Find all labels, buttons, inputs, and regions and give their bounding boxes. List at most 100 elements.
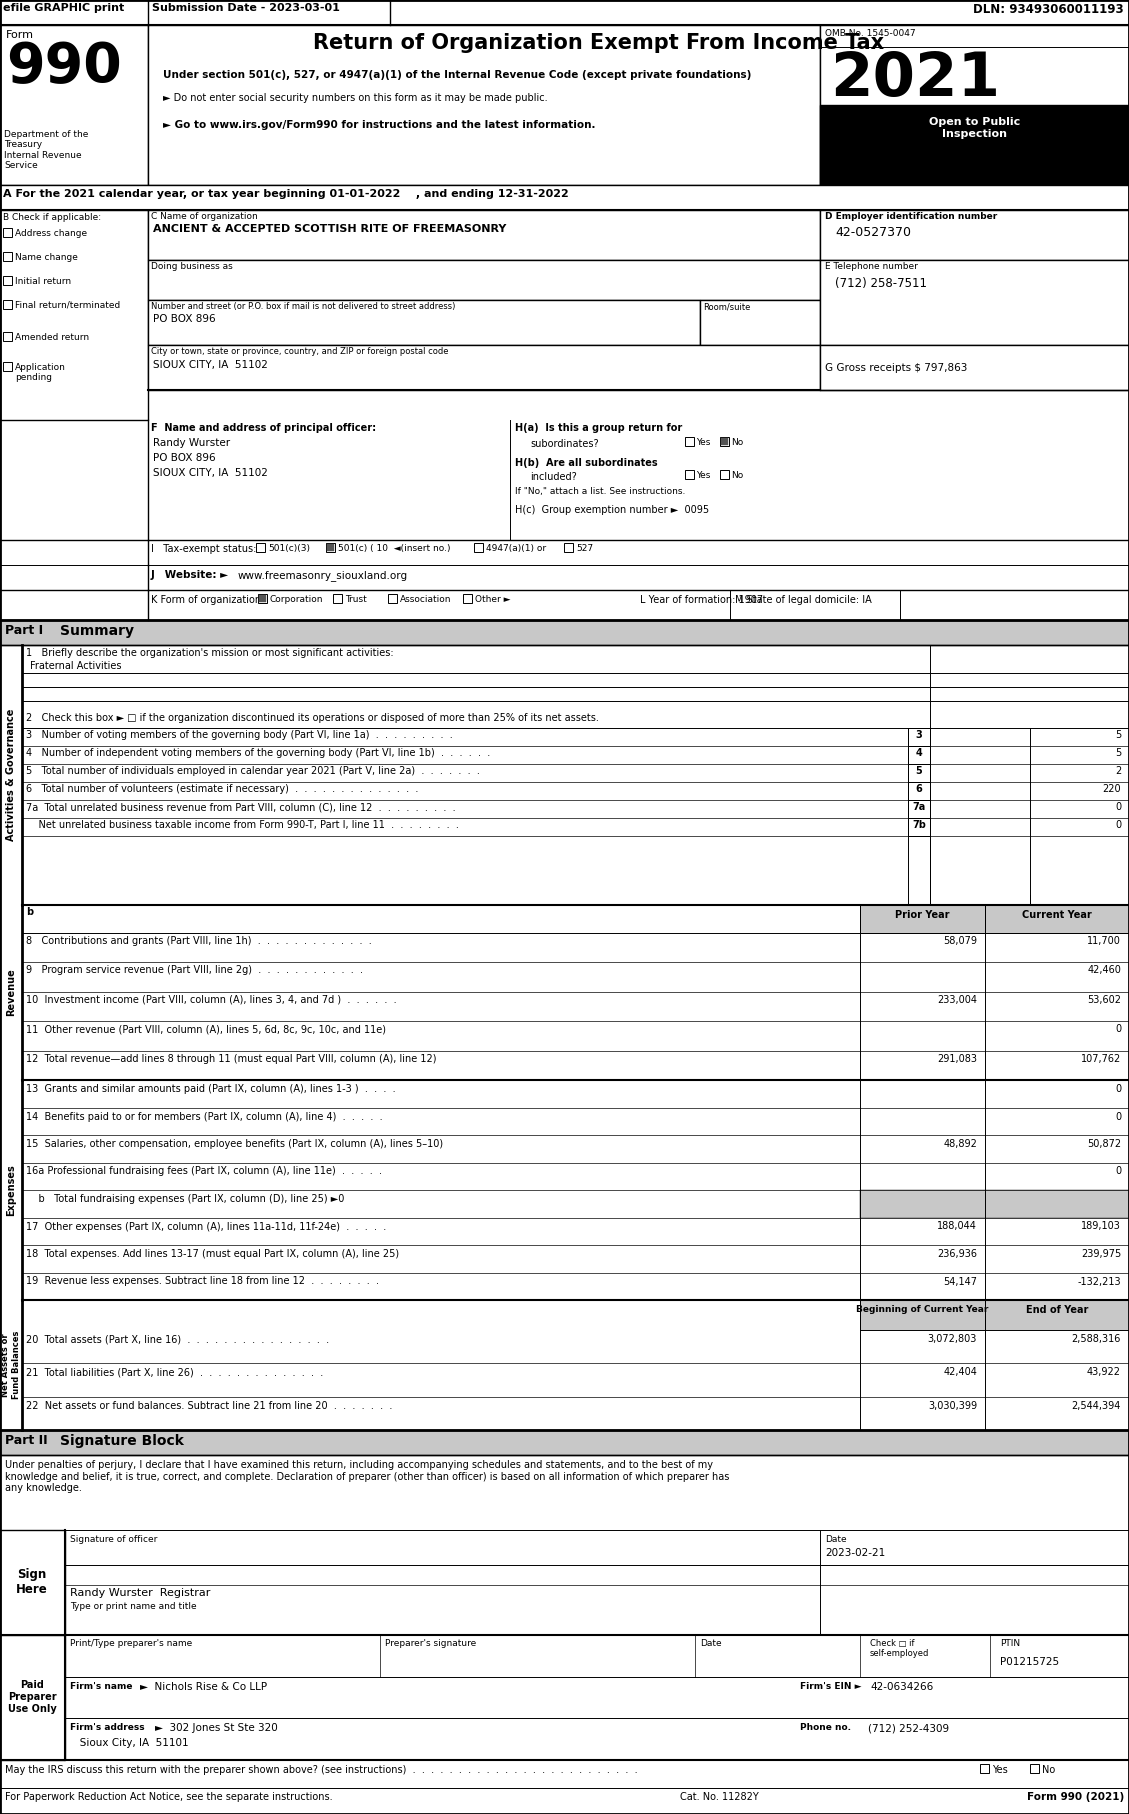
Text: Department of the
Treasury
Internal Revenue
Service: Department of the Treasury Internal Reve… [5, 131, 88, 171]
Bar [148, 25, 820, 185]
Text: 239,975: 239,975 [1080, 1250, 1121, 1259]
Text: May the IRS discuss this return with the preparer shown above? (see instructions: May the IRS discuss this return with the… [5, 1765, 638, 1776]
Text: 3   Number of voting members of the governing body (Part VI, line 1a)  .  .  .  : 3 Number of voting members of the govern… [26, 729, 453, 740]
Text: Date: Date [825, 1535, 847, 1544]
Text: 8   Contributions and grants (Part VIII, line 1h)  .  .  .  .  .  .  .  .  .  . : 8 Contributions and grants (Part VIII, l… [26, 936, 371, 945]
Text: 4947(a)(1) or: 4947(a)(1) or [485, 544, 546, 553]
Text: efile GRAPHIC print: efile GRAPHIC print [3, 4, 124, 13]
Bar [3, 229, 12, 238]
Text: 14  Benefits paid to or for members (Part IX, column (A), line 4)  .  .  .  .  .: 14 Benefits paid to or for members (Part… [26, 1112, 383, 1121]
Text: Phone no.: Phone no. [800, 1723, 851, 1732]
Text: Date: Date [700, 1640, 721, 1647]
Bar [820, 210, 1129, 259]
Bar [685, 470, 694, 479]
Text: Address change: Address change [15, 229, 87, 238]
Text: Return of Organization Exempt From Income Tax: Return of Organization Exempt From Incom… [313, 33, 884, 53]
Text: 11,700: 11,700 [1087, 936, 1121, 945]
Text: (712) 258-7511: (712) 258-7511 [835, 278, 927, 290]
Bar [721, 437, 728, 444]
Text: Yes: Yes [695, 437, 710, 446]
Text: L Year of formation: 1907: L Year of formation: 1907 [640, 595, 763, 606]
Text: Part I: Part I [5, 624, 43, 637]
Text: No: No [1042, 1765, 1056, 1776]
Text: 17  Other expenses (Part IX, column (A), lines 11a-11d, 11f-24e)  .  .  .  .  .: 17 Other expenses (Part IX, column (A), … [26, 1221, 386, 1232]
Text: Firm's address: Firm's address [70, 1723, 145, 1732]
Text: 19  Revenue less expenses. Subtract line 18 from line 12  .  .  .  .  .  .  .  .: 19 Revenue less expenses. Subtract line … [26, 1277, 379, 1286]
Bar [0, 210, 148, 421]
Text: 7b: 7b [912, 820, 926, 831]
Text: P01215725: P01215725 [1000, 1656, 1059, 1667]
Text: Form 990 (2021): Form 990 (2021) [1026, 1792, 1124, 1801]
Bar [326, 542, 335, 551]
Text: No: No [730, 437, 743, 446]
Text: b: b [26, 907, 33, 918]
Text: 43,922: 43,922 [1087, 1368, 1121, 1377]
Text: 6: 6 [916, 784, 922, 795]
Bar [259, 595, 266, 602]
Bar [148, 210, 820, 259]
Text: Name change: Name change [15, 252, 78, 261]
Bar [327, 544, 334, 551]
Bar [980, 1763, 989, 1772]
Text: 42-0634266: 42-0634266 [870, 1682, 934, 1692]
Text: M State of legal domicile: IA: M State of legal domicile: IA [735, 595, 872, 606]
Text: 50,872: 50,872 [1087, 1139, 1121, 1148]
Text: 2: 2 [1114, 766, 1121, 776]
Text: Final return/terminated: Final return/terminated [15, 301, 121, 310]
Text: A For the 2021 calendar year, or tax year beginning 01-01-2022    , and ending 1: A For the 2021 calendar year, or tax yea… [3, 189, 569, 200]
Text: Yes: Yes [992, 1765, 1008, 1776]
Text: 233,004: 233,004 [937, 994, 977, 1005]
Bar [148, 345, 820, 390]
Bar [908, 746, 930, 764]
Text: Revenue: Revenue [6, 969, 16, 1016]
Text: 0: 0 [1114, 802, 1121, 813]
Bar [820, 105, 1129, 185]
Text: Randy Wurster  Registrar: Randy Wurster Registrar [70, 1587, 210, 1598]
Text: 11  Other revenue (Part VIII, column (A), lines 5, 6d, 8c, 9c, 10c, and 11e): 11 Other revenue (Part VIII, column (A),… [26, 1025, 386, 1034]
Text: 22  Net assets or fund balances. Subtract line 21 from line 20  .  .  .  .  .  .: 22 Net assets or fund balances. Subtract… [26, 1400, 393, 1411]
Text: 236,936: 236,936 [937, 1250, 977, 1259]
Text: 54,147: 54,147 [943, 1277, 977, 1286]
Bar [256, 542, 265, 551]
Text: Under section 501(c), 527, or 4947(a)(1) of the Internal Revenue Code (except pr: Under section 501(c), 527, or 4947(a)(1)… [163, 71, 752, 80]
Bar [0, 1529, 65, 1634]
Bar [860, 905, 984, 932]
Text: 0: 0 [1114, 1025, 1121, 1034]
Text: 2021: 2021 [830, 51, 1000, 109]
Text: 2023-02-21: 2023-02-21 [825, 1547, 885, 1558]
Bar [333, 593, 342, 602]
Text: Randy Wurster: Randy Wurster [154, 437, 230, 448]
Text: Number and street (or P.O. box if mail is not delivered to street address): Number and street (or P.O. box if mail i… [151, 301, 455, 310]
Bar [984, 1301, 1129, 1330]
Text: PO BOX 896: PO BOX 896 [154, 314, 216, 325]
Text: Type or print name and title: Type or print name and title [70, 1602, 196, 1611]
Text: Under penalties of perjury, I declare that I have examined this return, includin: Under penalties of perjury, I declare th… [5, 1460, 729, 1493]
Bar [908, 782, 930, 800]
Text: 3: 3 [916, 729, 922, 740]
Bar [860, 1190, 1129, 1217]
Text: 12  Total revenue—add lines 8 through 11 (must equal Part VIII, column (A), line: 12 Total revenue—add lines 8 through 11 … [26, 1054, 437, 1063]
Text: Check □ if
self-employed: Check □ if self-employed [870, 1640, 929, 1658]
Text: Prior Year: Prior Year [895, 911, 949, 920]
Text: Open to Public
Inspection: Open to Public Inspection [929, 116, 1021, 138]
Bar [474, 542, 483, 551]
Bar [0, 25, 148, 185]
Text: 5   Total number of individuals employed in calendar year 2021 (Part V, line 2a): 5 Total number of individuals employed i… [26, 766, 480, 776]
Text: 0: 0 [1114, 820, 1121, 831]
Text: Fraternal Activities: Fraternal Activities [30, 660, 122, 671]
Bar [3, 332, 12, 341]
Text: ► Go to www.irs.gov/Form990 for instructions and the latest information.: ► Go to www.irs.gov/Form990 for instruct… [163, 120, 595, 131]
Text: PO BOX 896: PO BOX 896 [154, 454, 216, 463]
Text: Corporation: Corporation [270, 595, 324, 604]
Text: City or town, state or province, country, and ZIP or foreign postal code: City or town, state or province, country… [151, 346, 448, 356]
Text: Application
pending: Application pending [15, 363, 65, 383]
Text: Beginning of Current Year: Beginning of Current Year [856, 1304, 988, 1313]
Text: 501(c)(3): 501(c)(3) [268, 544, 310, 553]
Text: SIOUX CITY, IA  51102: SIOUX CITY, IA 51102 [154, 359, 268, 370]
Text: 21  Total liabilities (Part X, line 26)  .  .  .  .  .  .  .  .  .  .  .  .  .  : 21 Total liabilities (Part X, line 26) .… [26, 1368, 323, 1377]
Text: 5: 5 [1114, 747, 1121, 758]
Text: SIOUX CITY, IA  51102: SIOUX CITY, IA 51102 [154, 468, 268, 479]
Text: -132,213: -132,213 [1077, 1277, 1121, 1286]
Text: Other ►: Other ► [475, 595, 510, 604]
Text: Room/suite: Room/suite [703, 301, 751, 310]
